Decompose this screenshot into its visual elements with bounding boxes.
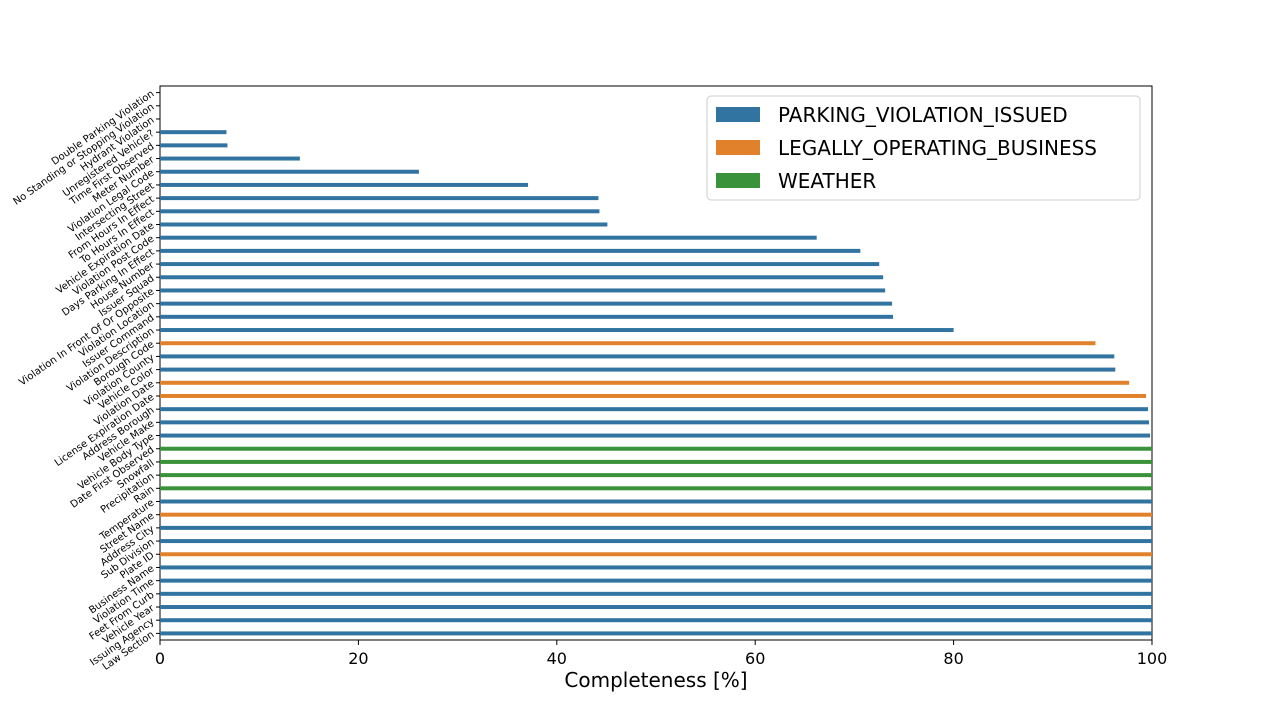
bar-unregistered-vehicle (160, 130, 227, 135)
bar-intersecting-street (160, 182, 529, 187)
bar-vehicle-color (160, 367, 1116, 372)
legend-swatch-weather (716, 173, 760, 188)
bar-issuing-agency (160, 618, 1152, 623)
bars-layer (160, 130, 1152, 636)
legend-label: PARKING_VIOLATION_ISSUED (778, 103, 1068, 127)
bar-to-hours-in-effect (160, 209, 600, 214)
legend-label: WEATHER (778, 169, 876, 193)
bar-violation-post-code (160, 235, 817, 240)
bar-sub-division (160, 539, 1152, 544)
legend-swatch-legally-operating-business (716, 140, 760, 155)
bar-vehicle-body-type (160, 433, 1151, 438)
x-axis: 0 20 40 60 80 100 (155, 640, 1167, 668)
bar-plate-id (160, 552, 1152, 557)
bar-address-city (160, 525, 1152, 530)
x-tick-label: 0 (155, 649, 165, 668)
bar-license-expiration-date (160, 393, 1147, 398)
bar-feet-from-curb (160, 591, 1152, 596)
x-tick-label: 100 (1137, 649, 1168, 668)
legend-frame (706, 95, 1141, 201)
bar-violation-legal-code (160, 169, 419, 174)
bar-house-number (160, 262, 880, 267)
bar-address-borough (160, 407, 1149, 412)
bar-issuer-command (160, 314, 894, 319)
x-tick-label: 80 (943, 649, 963, 668)
bar-time-first-observed (160, 143, 228, 148)
bar-violation-date (160, 380, 1130, 385)
bar-date-first-observed (160, 446, 1152, 451)
legend-swatch-parking-violation-issued (716, 107, 760, 122)
bar-vehicle-expiration-date (160, 222, 608, 227)
legend-label: LEGALLY_OPERATING_BUSINESS (778, 136, 1097, 160)
bar-law-section (160, 631, 1152, 636)
bar-snowfall (160, 459, 1152, 464)
bar-rain (160, 486, 1152, 491)
bar-violation-description (160, 328, 954, 333)
bar-violation-in-front-of-or-opposite (160, 288, 886, 293)
bar-temperature (160, 499, 1152, 504)
x-tick-label: 20 (348, 649, 368, 668)
bar-meter-number (160, 156, 300, 161)
legend: PARKING_VIOLATION_ISSUED LEGALLY_OPERATIN… (706, 95, 1141, 201)
bar-days-parking-in-effect (160, 248, 861, 253)
bar-borough-code (160, 341, 1096, 346)
plot-area-frame (159, 85, 1153, 641)
bar-violation-time (160, 578, 1152, 583)
x-axis-label: Completeness [%] (564, 668, 747, 692)
bar-precipitation (160, 473, 1152, 478)
bar-vehicle-make (160, 420, 1150, 425)
x-tick-label: 60 (745, 649, 765, 668)
bar-issuer-squad (160, 275, 884, 280)
bar-business-name (160, 565, 1152, 570)
bar-street-name (160, 512, 1152, 517)
bar-violation-location (160, 301, 893, 306)
bar-violation-county (160, 354, 1115, 359)
bar-vehicle-year (160, 605, 1152, 610)
x-tick-label: 40 (547, 649, 567, 668)
bar-from-hours-in-effect (160, 196, 599, 201)
